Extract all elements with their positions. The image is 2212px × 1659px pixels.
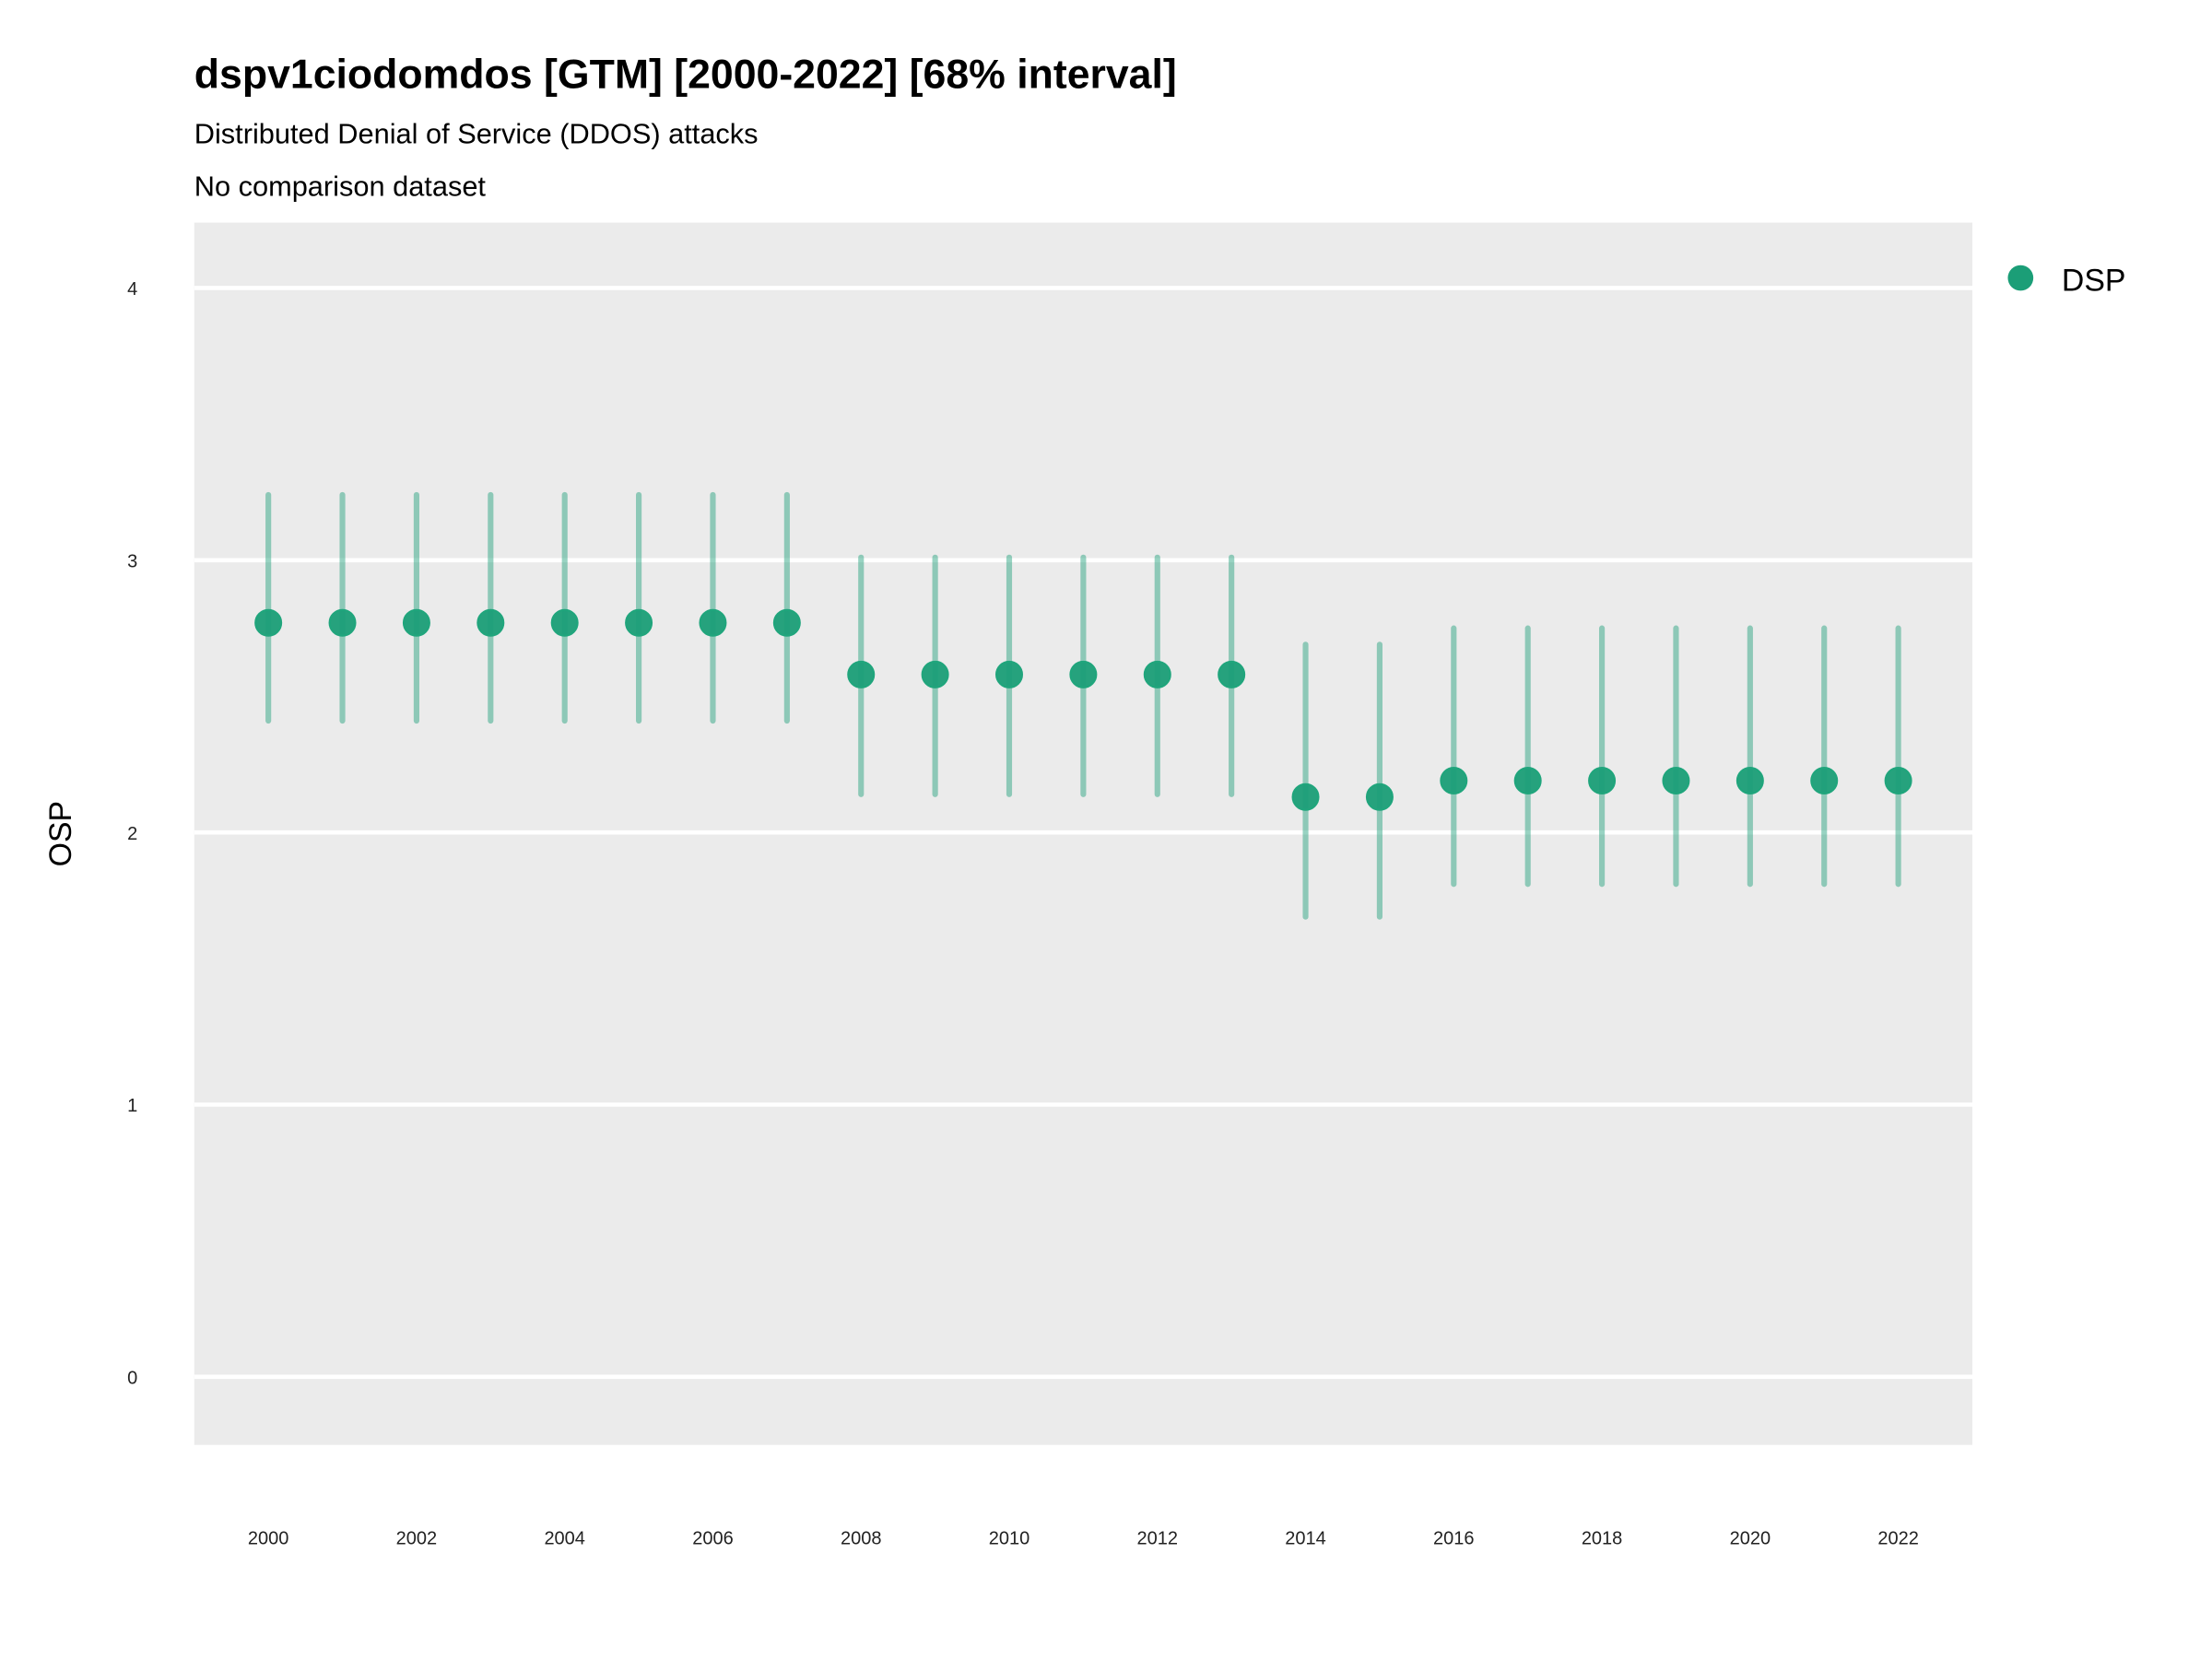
y-tick-label: 2 [127, 824, 137, 844]
data-marks [254, 491, 1912, 920]
data-point [1291, 782, 1320, 811]
data-point [1735, 767, 1764, 795]
data-point [1513, 767, 1542, 795]
x-tick-label: 2006 [692, 1528, 734, 1548]
y-tick-label: 4 [127, 279, 137, 300]
data-point [1884, 767, 1912, 795]
data-point [921, 660, 949, 688]
y-axis-ticks: 0 1 2 3 4 [127, 279, 137, 1388]
chart-caption: No comparison dataset [194, 170, 487, 202]
data-point [1218, 660, 1246, 688]
legend-label-dsp: DSP [2062, 263, 2126, 298]
y-tick-label: 1 [127, 1096, 137, 1116]
x-tick-label: 2016 [1433, 1528, 1475, 1548]
data-point [699, 608, 727, 637]
data-point [328, 608, 357, 637]
x-tick-label: 2020 [1730, 1528, 1771, 1548]
data-point [847, 660, 876, 688]
data-point [1588, 767, 1617, 795]
data-point [625, 608, 653, 637]
y-tick-label: 0 [127, 1369, 137, 1389]
x-tick-label: 2012 [1137, 1528, 1179, 1548]
x-tick-label: 2004 [544, 1528, 585, 1548]
x-tick-label: 2018 [1582, 1528, 1623, 1548]
data-point [254, 608, 283, 637]
y-tick-label: 3 [127, 551, 137, 571]
data-point [1662, 767, 1690, 795]
x-tick-label: 2008 [841, 1528, 882, 1548]
data-point [995, 660, 1023, 688]
data-point [772, 608, 801, 637]
x-tick-label: 2000 [248, 1528, 289, 1548]
legend: DSP [2007, 263, 2125, 298]
x-tick-label: 2002 [396, 1528, 437, 1548]
data-point [1069, 660, 1098, 688]
gridlines [194, 286, 1972, 1380]
y-axis-label: OSP [43, 801, 78, 866]
data-point [1440, 767, 1468, 795]
chart-subtitle: Distributed Denial of Service (DDOS) att… [194, 117, 759, 149]
data-point [477, 608, 505, 637]
data-point [1810, 767, 1839, 795]
x-tick-label: 2014 [1285, 1528, 1326, 1548]
chart-title: dspv1ciodomdos [GTM] [2000-2022] [68% in… [194, 52, 1177, 97]
data-point [1143, 660, 1171, 688]
data-point [550, 608, 579, 637]
data-point [402, 608, 430, 637]
data-point [1365, 782, 1394, 811]
x-axis-ticks: 2000 2002 2004 2006 2008 2010 2012 2014 2016 2018… [248, 1528, 1919, 1548]
legend-marker-dsp [2007, 265, 2034, 291]
x-tick-label: 2010 [989, 1528, 1030, 1548]
x-tick-label: 2022 [1877, 1528, 1919, 1548]
